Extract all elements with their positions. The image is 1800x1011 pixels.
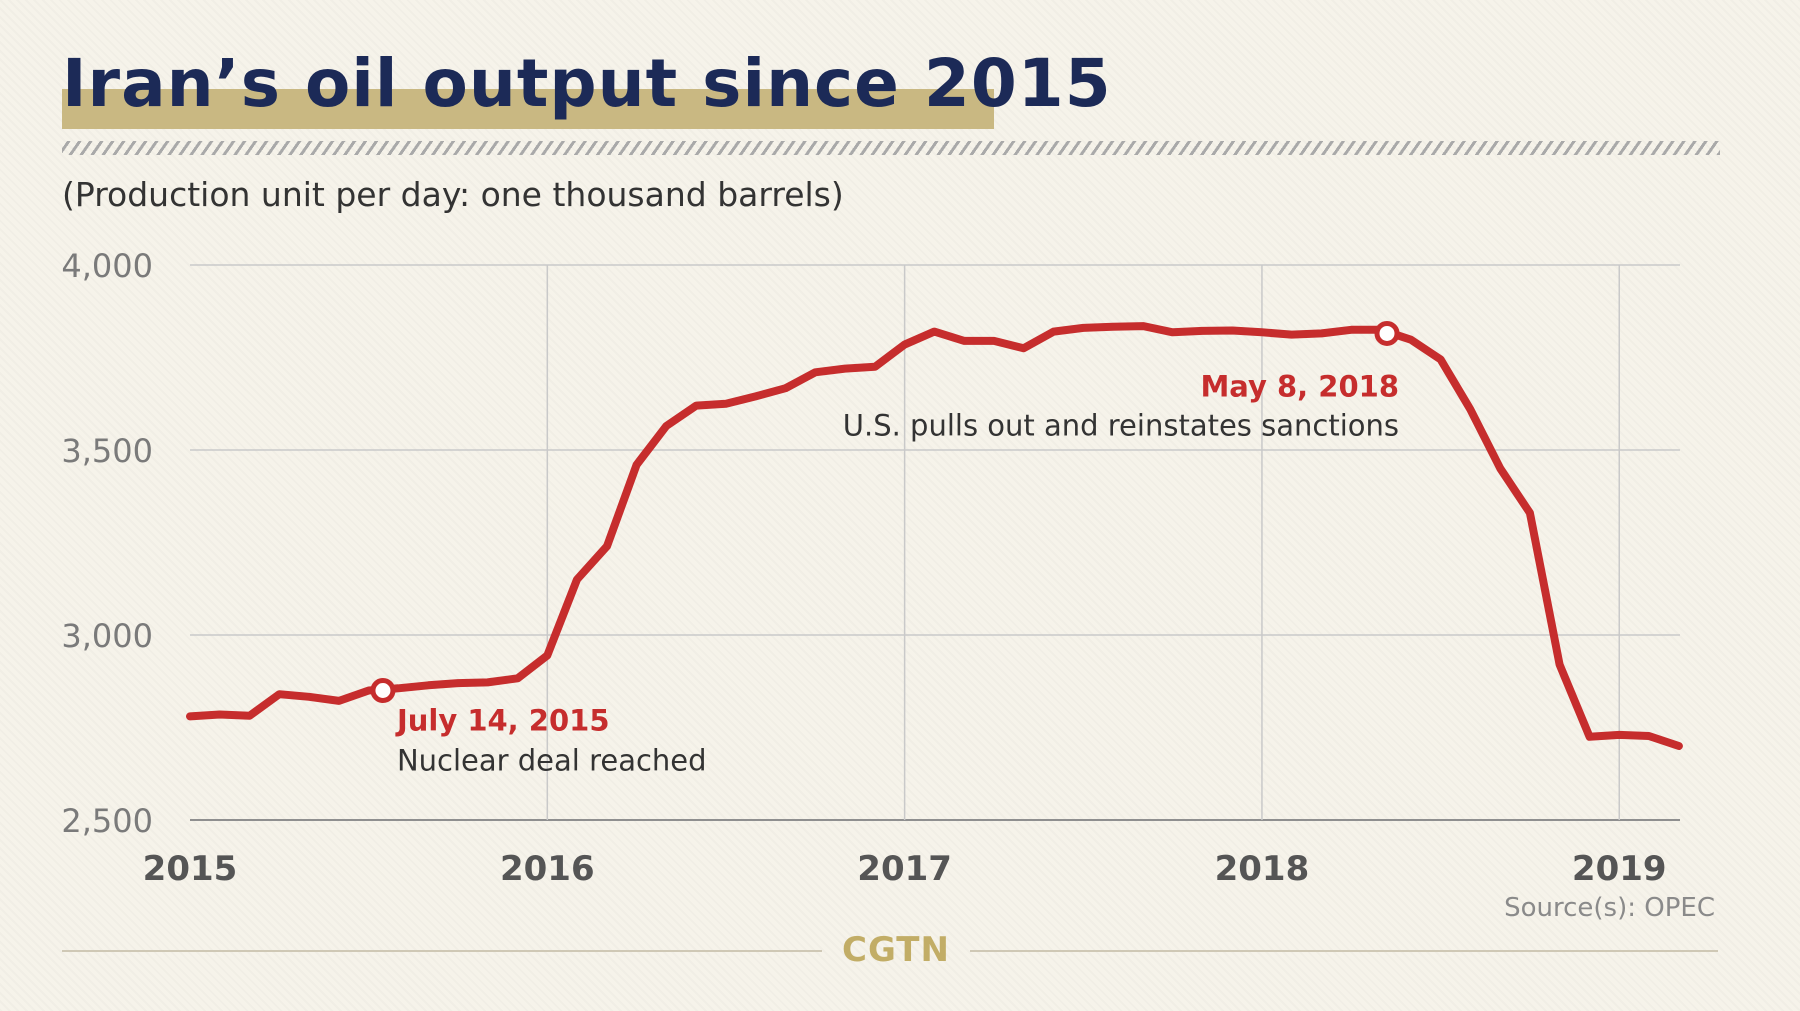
annotation-marker xyxy=(370,678,396,703)
unit-subtitle: (Production unit per day: one thousand b… xyxy=(62,175,844,214)
page-title: Iran’s oil output since 2015 xyxy=(62,45,1112,122)
footer-line-left xyxy=(62,950,822,952)
y-tick-label: 4,000 xyxy=(61,247,153,285)
hatched-divider xyxy=(62,141,1720,155)
title-block: Iran’s oil output since 2015 xyxy=(62,44,1112,129)
annotation-marker xyxy=(1374,320,1400,346)
footer-line-right xyxy=(970,950,1718,952)
series-line xyxy=(186,322,1683,750)
cgtn-logo: CGTN xyxy=(842,930,950,970)
series-layer xyxy=(186,322,1683,750)
x-tick-label: 2018 xyxy=(1215,849,1310,889)
source-note: Source(s): OPEC xyxy=(1504,893,1715,923)
title-highlight-bar xyxy=(62,89,994,129)
annotation-date: July 14, 2015 xyxy=(395,704,610,738)
x-tick-label: 2017 xyxy=(857,849,952,889)
y-axis-tick-labels: 4,000 3,500 3,000 2,500 xyxy=(61,247,153,840)
x-tick-label: 2016 xyxy=(500,849,595,889)
x-axis-tick-labels: 2015 2016 2017 2018 2019 xyxy=(143,849,1667,889)
annotation-date: May 8, 2018 xyxy=(1200,369,1399,403)
y-tick-label: 2,500 xyxy=(61,802,153,840)
annotations-layer: July 14, 2015 Nuclear deal reached May 8, … xyxy=(370,320,1400,778)
gridlines xyxy=(190,264,1680,821)
x-tick-label: 2015 xyxy=(143,849,238,889)
annotation-text: U.S. pulls out and reinstates sanctions xyxy=(843,408,1399,442)
x-tick-label: 2019 xyxy=(1572,849,1667,889)
annotation-text: Nuclear deal reached xyxy=(397,744,707,778)
y-tick-label: 3,500 xyxy=(61,432,153,470)
y-tick-label: 3,000 xyxy=(61,617,153,655)
